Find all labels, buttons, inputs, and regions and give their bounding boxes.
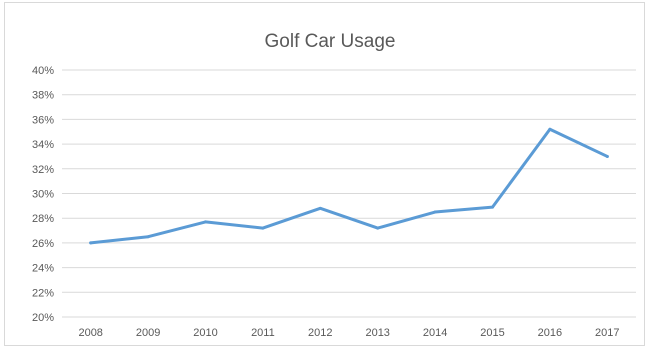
x-tick-label: 2015 xyxy=(480,327,504,339)
x-tick-label: 2011 xyxy=(251,327,275,339)
x-tick-label: 2009 xyxy=(136,327,160,339)
y-tick-label: 22% xyxy=(32,287,54,299)
data-point xyxy=(491,205,494,209)
x-tick-label: 2008 xyxy=(78,327,102,339)
data-point xyxy=(146,235,150,239)
chart-frame xyxy=(4,2,645,346)
x-tick-label: 2016 xyxy=(538,327,562,339)
chart-title: Golf Car Usage xyxy=(265,31,396,52)
y-tick-label: 30% xyxy=(32,189,54,201)
y-tick-label: 20% xyxy=(32,312,54,324)
x-tick-label: 2013 xyxy=(365,327,389,339)
y-tick-label: 36% xyxy=(32,114,54,126)
series-group xyxy=(89,127,609,245)
y-tick-label: 32% xyxy=(32,164,54,176)
x-tick-label: 2012 xyxy=(308,327,332,339)
y-tick-label: 24% xyxy=(32,263,54,275)
y-tick-label: 38% xyxy=(32,90,54,102)
gridlines xyxy=(62,69,636,318)
x-tick-label: 2014 xyxy=(423,327,447,339)
data-point xyxy=(318,206,322,210)
y-tick-label: 26% xyxy=(32,238,54,250)
y-tick-label: 28% xyxy=(32,213,54,225)
data-point xyxy=(376,226,380,230)
y-tick-label: 34% xyxy=(32,139,54,151)
data-point xyxy=(261,226,265,230)
data-point xyxy=(433,210,437,214)
data-point xyxy=(204,220,207,224)
data-point xyxy=(605,154,609,158)
data-point xyxy=(89,241,93,245)
x-tick-label: 2010 xyxy=(193,327,217,339)
y-tick-label: 40% xyxy=(32,65,54,77)
series-line xyxy=(89,127,609,245)
data-point xyxy=(548,127,552,131)
x-axis-tick-labels: 2008 2009 2010 2011 2012 2013 2014 2015 2016 2017 xyxy=(78,327,619,339)
x-tick-label: 2017 xyxy=(595,327,619,339)
y-axis-tick-labels: 20% 22% 24% 26% 28% 30% 32% 34% 36% 38% 40% xyxy=(32,65,54,324)
